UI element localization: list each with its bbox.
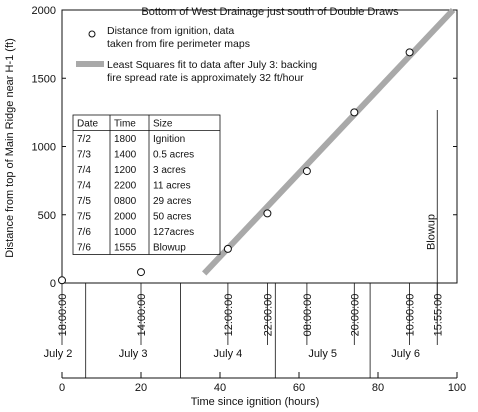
legend-label-fit-2: fire spread rate is approximately 32 ft/… (107, 72, 304, 84)
y-tick-label: 0 (50, 278, 56, 290)
table-cell: 7/2 (77, 134, 91, 145)
legend-marker-data (88, 30, 96, 38)
y-tick-label: 1000 (32, 142, 56, 154)
table-border (72, 114, 221, 255)
table-cell: Blowup (153, 243, 186, 254)
table-cell: 7/3 (77, 150, 91, 161)
datetime-label: 10:00:00 (405, 294, 417, 337)
x-tick-label: 0 (59, 382, 65, 394)
chart-title: Bottom of West Drainage just south of Do… (141, 6, 399, 18)
table-cell: 11 acres (153, 181, 191, 192)
datetime-label: 12:00:00 (223, 294, 235, 337)
data-point (405, 48, 414, 57)
table-cell: 7/5 (77, 196, 91, 207)
table-cell: 1000 (114, 227, 137, 238)
table-header: Time (114, 119, 136, 130)
datetime-label: 22:00:00 (262, 294, 274, 337)
x-tick-label: 100 (448, 382, 466, 394)
x-tick-label: 80 (372, 382, 384, 394)
table-cell: 3 acres (153, 165, 186, 176)
table-cell: 7/4 (77, 165, 91, 176)
table-cell: 0800 (114, 196, 137, 207)
table-cell: 7/5 (77, 212, 91, 223)
day-label: July 4 (214, 348, 243, 360)
legend-label-data-1: Distance from ignition, data (107, 25, 234, 37)
table-cell: 50 acres (153, 212, 191, 223)
table-cell: 7/6 (77, 227, 91, 238)
y-tick-label: 1500 (32, 73, 56, 85)
table-cell: 1400 (114, 150, 137, 161)
legend-label-fit-1: Least Squares fit to data after July 3: … (107, 59, 317, 71)
y-tick-label: 500 (38, 210, 56, 222)
table-header: Size (153, 119, 173, 130)
table-cell: 1200 (114, 165, 137, 176)
x-axis-label: Time since ignition (hours) (191, 396, 320, 408)
datetime-label: 14:00:00 (136, 294, 148, 337)
day-label: July 2 (44, 348, 73, 360)
data-point (263, 209, 272, 218)
table-cell: 2000 (114, 212, 137, 223)
day-label: July 6 (391, 348, 420, 360)
datetime-label: 20:00:00 (349, 294, 361, 337)
table-cell: 1555 (114, 243, 137, 254)
table-cell: Ignition (153, 134, 185, 145)
x-tick-label: 20 (135, 382, 147, 394)
day-label: July 5 (308, 348, 337, 360)
data-point (137, 268, 145, 277)
datetime-label: 08:00:00 (302, 294, 314, 337)
table-cell: 7/4 (77, 181, 91, 192)
table: Date Time Size 7/2 1800 Ignition 7/3 1400 0.5 ac… (72, 114, 221, 255)
data-point (223, 244, 232, 253)
y-tick-label: 2000 (32, 5, 56, 17)
y-axis-label: Distance from top of Main Ridge near H-1… (4, 38, 16, 257)
table-header: Date (77, 119, 99, 130)
table-cell: 127acres (153, 227, 194, 238)
x-tick-label: 40 (214, 382, 226, 394)
blowup-label: Blowup (425, 214, 437, 250)
x-tick-label: 60 (293, 382, 305, 394)
table-cell: 2200 (114, 181, 137, 192)
data-point (302, 167, 311, 176)
table-cell: 29 acres (153, 196, 191, 207)
table-cell: 0.5 acres (153, 150, 194, 161)
data-point (58, 276, 66, 285)
day-label: July 3 (119, 348, 148, 360)
table-cell: 1800 (114, 134, 137, 145)
legend-label-data-2: taken from fire perimeter maps (107, 38, 250, 50)
data-point (350, 108, 359, 117)
datetime-label: 18:00:00 (57, 294, 69, 337)
table-cell: 7/6 (77, 243, 91, 254)
datetime-label: 15:55:00 (432, 294, 444, 337)
